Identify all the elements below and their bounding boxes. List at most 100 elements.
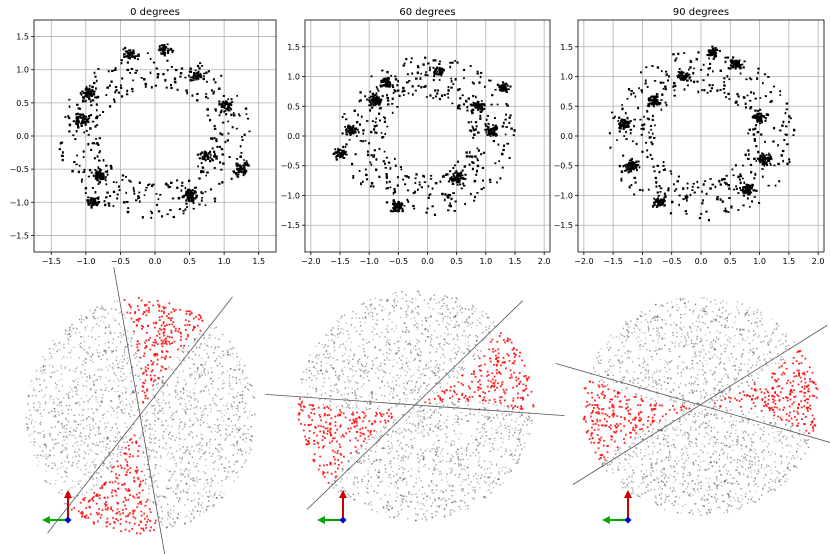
cloud-point <box>208 447 211 449</box>
point <box>378 103 381 106</box>
cloud-point <box>155 480 157 482</box>
cloud-point <box>48 348 51 350</box>
cloud-point <box>123 358 126 360</box>
cloud-point <box>108 324 110 326</box>
cloud-point <box>98 325 101 327</box>
point <box>727 211 730 213</box>
red-point <box>142 527 144 530</box>
point <box>454 78 457 81</box>
point <box>682 198 685 201</box>
point <box>132 188 135 191</box>
cloud-point <box>123 408 125 410</box>
cloud-point <box>244 433 246 435</box>
cloud-point <box>189 395 191 397</box>
point <box>610 111 614 114</box>
point <box>102 174 105 177</box>
cloud-point <box>143 424 146 427</box>
point <box>64 116 67 118</box>
cloud-point <box>249 439 251 441</box>
point <box>763 162 766 165</box>
point <box>476 70 479 73</box>
point <box>407 81 409 84</box>
cloud-point <box>233 480 235 482</box>
red-point <box>166 350 169 353</box>
point <box>793 128 796 132</box>
cloud-point <box>33 441 35 443</box>
cloud-point <box>97 431 99 433</box>
point <box>747 149 750 152</box>
point <box>202 167 205 169</box>
point <box>83 120 86 123</box>
cloud-point <box>216 497 218 499</box>
cloud-point <box>209 495 212 497</box>
point <box>438 63 441 66</box>
point <box>629 161 632 164</box>
cloud-point <box>104 384 106 386</box>
point <box>734 101 738 104</box>
point <box>707 218 711 222</box>
point <box>431 205 434 208</box>
cloud-point <box>72 480 74 482</box>
cloud-point <box>78 448 80 450</box>
red-point <box>104 508 107 511</box>
cloud-point <box>194 480 196 482</box>
cloud-point <box>43 444 45 446</box>
cloud-point <box>227 353 230 356</box>
cloud-point <box>218 429 220 432</box>
point <box>401 207 404 211</box>
point <box>204 158 207 162</box>
cloud-point <box>79 404 81 407</box>
point <box>497 143 500 146</box>
point <box>664 85 667 88</box>
cloud-point <box>85 394 87 397</box>
cloud-point <box>251 435 253 437</box>
red-point <box>126 460 129 463</box>
point <box>631 157 634 161</box>
point <box>765 117 767 120</box>
cloud-point <box>173 521 176 523</box>
highlighted-wedge <box>70 297 204 535</box>
cloud-point <box>30 421 33 423</box>
cloud-point <box>200 433 202 435</box>
point <box>239 165 242 169</box>
point <box>757 109 760 112</box>
point <box>736 59 739 62</box>
point <box>755 189 758 192</box>
point <box>438 71 441 74</box>
cloud-point <box>109 331 112 333</box>
cloud-point <box>190 512 192 515</box>
cloud-point <box>109 454 111 456</box>
cloud-point <box>101 401 103 403</box>
point <box>147 184 150 187</box>
point <box>727 184 731 187</box>
point <box>137 195 140 197</box>
cloud-point <box>99 405 101 407</box>
point <box>618 125 622 128</box>
point <box>651 142 654 146</box>
point <box>469 192 472 196</box>
point <box>191 192 194 196</box>
point <box>481 106 484 109</box>
cloud-point <box>217 388 220 390</box>
red-point <box>126 465 129 467</box>
point <box>219 145 222 149</box>
point <box>651 132 654 135</box>
cloud-point <box>116 432 119 435</box>
point <box>73 161 76 163</box>
point <box>192 199 195 202</box>
cloud-point <box>193 517 195 520</box>
cloud-point <box>219 458 221 460</box>
cloud-point <box>174 390 176 393</box>
point <box>743 191 747 194</box>
cloud-point <box>157 417 160 420</box>
point <box>206 114 210 117</box>
cloud-point <box>103 413 105 415</box>
point <box>185 192 188 195</box>
point <box>628 168 632 171</box>
cloud-point <box>176 394 178 396</box>
point <box>434 69 437 72</box>
cloud-point <box>120 334 122 337</box>
point <box>625 138 628 140</box>
scatter-panel-1: −2.0 −1.5 −1.0 −0.5 0.0 0.5 1.0 1.5 2.0−1.5−1.0−… <box>281 7 551 266</box>
point <box>134 72 137 74</box>
